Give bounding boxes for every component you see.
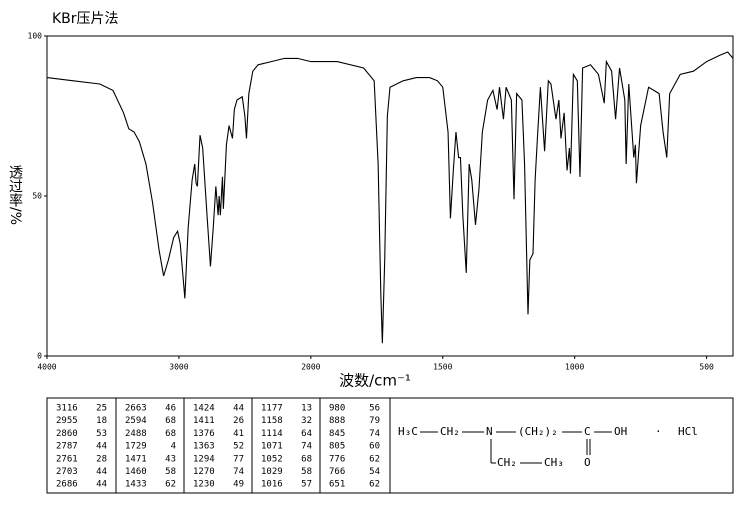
peak-wavenumber: 2860 (56, 429, 78, 439)
peak-transmittance: 46 (165, 404, 176, 414)
peak-wavenumber: 1052 (261, 454, 283, 464)
peak-transmittance: 56 (369, 404, 380, 414)
peak-wavenumber: 2787 (56, 442, 78, 452)
peak-transmittance: 74 (233, 467, 244, 477)
peak-transmittance: 62 (369, 454, 380, 464)
x-tick-label: 4000 (37, 363, 56, 372)
y-tick-label: 100 (28, 32, 43, 41)
peak-transmittance: 64 (301, 429, 312, 439)
atom: CH₂ (497, 456, 517, 469)
peak-wavenumber: 776 (329, 454, 345, 464)
peak-wavenumber: 1270 (193, 467, 215, 477)
peak-transmittance: 32 (301, 416, 312, 426)
x-tick-label: 1500 (433, 363, 452, 372)
atom: CH₂ (440, 425, 460, 438)
x-tick-label: 1000 (565, 363, 584, 372)
peak-wavenumber: 980 (329, 404, 345, 414)
peak-wavenumber: 888 (329, 416, 345, 426)
peak-wavenumber: 845 (329, 429, 345, 439)
peak-transmittance: 13 (301, 404, 312, 414)
x-tick-label: 3000 (169, 363, 188, 372)
atom: HCl (678, 425, 698, 438)
peak-transmittance: 79 (369, 416, 380, 426)
peak-transmittance: 41 (233, 429, 244, 439)
peak-transmittance: 53 (96, 429, 107, 439)
peak-wavenumber: 1363 (193, 442, 215, 452)
peak-wavenumber: 1016 (261, 480, 283, 490)
peak-wavenumber: 1177 (261, 404, 283, 414)
peak-wavenumber: 2955 (56, 416, 78, 426)
peak-wavenumber: 1114 (261, 429, 283, 439)
atom: N (486, 425, 493, 438)
x-tick-label: 500 (699, 363, 714, 372)
plot-frame (46, 35, 734, 357)
peak-wavenumber: 1230 (193, 480, 215, 490)
peak-wavenumber: 1460 (125, 467, 147, 477)
y-axis-label: 透过率/% (7, 165, 23, 225)
y-tick-label: 0 (37, 352, 42, 361)
peak-wavenumber: 1471 (125, 454, 147, 464)
peak-wavenumber: 1411 (193, 416, 215, 426)
peak-transmittance: 60 (369, 442, 380, 452)
peak-wavenumber: 2686 (56, 480, 78, 490)
peak-transmittance: 57 (301, 480, 312, 490)
peak-transmittance: 44 (96, 480, 107, 490)
atom: CH₃ (544, 456, 564, 469)
peak-wavenumber: 2663 (125, 404, 147, 414)
peak-transmittance: 58 (301, 467, 312, 477)
peak-wavenumber: 1376 (193, 429, 215, 439)
structure: H₃C CH₂ N (CH₂)₂ C OH · HCl O CH₂ CH₃ (398, 425, 698, 469)
peak-transmittance: 74 (301, 442, 312, 452)
peak-wavenumber: 2488 (125, 429, 147, 439)
atom: C (584, 425, 591, 438)
peak-transmittance: 49 (233, 480, 244, 490)
peak-wavenumber: 3116 (56, 404, 78, 414)
x-axis-label: 波数/cm⁻¹ (339, 372, 411, 390)
atom: H₃C (398, 425, 418, 438)
peak-transmittance: 58 (165, 467, 176, 477)
peak-wavenumber: 1294 (193, 454, 215, 464)
x-tick-label: 2000 (301, 363, 320, 372)
spectrum-line (46, 51, 734, 344)
peak-transmittance: 62 (165, 480, 176, 490)
peak-transmittance: 52 (233, 442, 244, 452)
peak-wavenumber: 2761 (56, 454, 78, 464)
peak-transmittance: 68 (165, 429, 176, 439)
peak-transmittance: 54 (369, 467, 380, 477)
peak-transmittance: 26 (233, 416, 244, 426)
peak-table (46, 397, 734, 494)
peak-wavenumber: 805 (329, 442, 345, 452)
peak-wavenumber: 1029 (261, 467, 283, 477)
peak-wavenumber: 1433 (125, 480, 147, 490)
peak-transmittance: 4 (171, 442, 176, 452)
dot: · (655, 425, 662, 438)
peak-wavenumber: 1071 (261, 442, 283, 452)
chart-title: KBr压片法 (52, 11, 119, 27)
y-tick-label: 50 (32, 192, 42, 201)
peak-wavenumber: 2703 (56, 467, 78, 477)
peak-transmittance: 44 (233, 404, 244, 414)
peak-wavenumber: 2594 (125, 416, 147, 426)
atom: O (584, 456, 591, 469)
peak-transmittance: 18 (96, 416, 107, 426)
atom: OH (614, 425, 627, 438)
peak-transmittance: 68 (165, 416, 176, 426)
peak-wavenumber: 766 (329, 467, 345, 477)
peak-transmittance: 43 (165, 454, 176, 464)
peak-wavenumber: 1424 (193, 404, 215, 414)
peak-transmittance: 74 (369, 429, 380, 439)
atom: (CH₂)₂ (518, 425, 558, 438)
peak-transmittance: 44 (96, 442, 107, 452)
peak-wavenumber: 1158 (261, 416, 283, 426)
peak-wavenumber: 1729 (125, 442, 147, 452)
peak-transmittance: 28 (96, 454, 107, 464)
peak-wavenumber: 651 (329, 480, 345, 490)
peak-transmittance: 77 (233, 454, 244, 464)
peak-transmittance: 44 (96, 467, 107, 477)
peak-transmittance: 62 (369, 480, 380, 490)
peak-transmittance: 25 (96, 404, 107, 414)
peak-transmittance: 68 (301, 454, 312, 464)
